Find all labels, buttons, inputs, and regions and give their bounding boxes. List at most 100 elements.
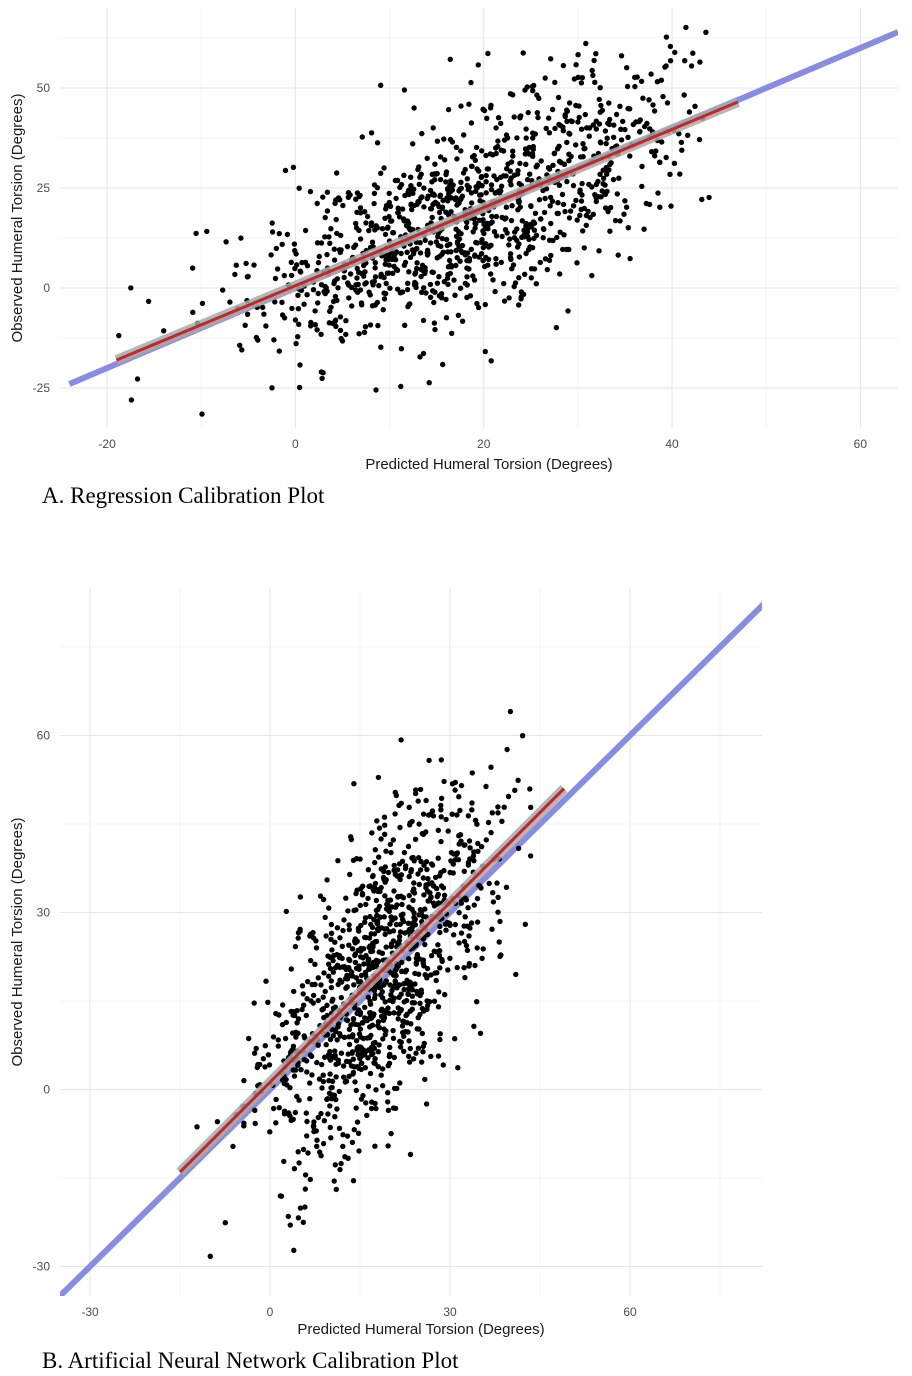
data-point bbox=[474, 919, 481, 925]
data-point bbox=[422, 941, 428, 948]
data-point bbox=[443, 169, 450, 175]
data-point bbox=[454, 156, 460, 162]
data-point bbox=[531, 227, 538, 233]
data-point bbox=[561, 232, 567, 238]
data-point bbox=[464, 294, 470, 301]
data-point bbox=[420, 1043, 427, 1050]
data-point bbox=[334, 276, 340, 282]
data-point bbox=[414, 265, 420, 272]
data-point bbox=[353, 282, 359, 288]
data-point bbox=[495, 810, 501, 816]
data-point bbox=[326, 961, 332, 967]
data-point bbox=[422, 270, 428, 277]
data-point bbox=[474, 945, 480, 951]
data-point bbox=[416, 181, 422, 187]
data-point bbox=[441, 136, 447, 142]
data-point bbox=[356, 1065, 362, 1071]
data-point bbox=[328, 921, 335, 928]
data-point bbox=[386, 1010, 392, 1017]
data-point bbox=[526, 236, 532, 243]
data-point bbox=[425, 931, 431, 938]
data-point bbox=[567, 131, 573, 137]
data-point bbox=[467, 925, 473, 931]
data-point bbox=[534, 92, 540, 98]
data-point bbox=[381, 296, 388, 302]
data-point bbox=[439, 235, 445, 242]
data-point bbox=[527, 853, 534, 859]
data-point bbox=[411, 890, 418, 896]
data-point bbox=[524, 176, 531, 183]
data-point bbox=[471, 277, 478, 283]
data-point bbox=[445, 967, 451, 973]
data-point bbox=[514, 237, 520, 244]
data-point bbox=[372, 1060, 378, 1067]
data-point bbox=[449, 781, 456, 787]
data-point bbox=[469, 807, 475, 813]
data-point bbox=[244, 311, 251, 317]
data-point bbox=[222, 1220, 228, 1226]
data-point bbox=[369, 830, 375, 836]
data-point bbox=[297, 1205, 304, 1211]
data-point bbox=[341, 964, 348, 970]
data-point bbox=[281, 315, 288, 321]
data-point bbox=[253, 334, 260, 341]
data-point bbox=[333, 1074, 339, 1080]
data-point bbox=[406, 892, 412, 899]
data-point bbox=[422, 1076, 428, 1083]
data-point bbox=[435, 855, 441, 861]
data-point bbox=[493, 189, 500, 196]
data-point bbox=[471, 152, 477, 159]
data-point bbox=[458, 930, 465, 936]
data-point bbox=[551, 150, 557, 157]
data-point bbox=[207, 1253, 213, 1259]
data-point bbox=[557, 229, 563, 235]
data-point bbox=[606, 100, 612, 106]
data-point bbox=[607, 228, 613, 234]
data-point bbox=[508, 256, 514, 262]
data-point bbox=[528, 804, 534, 810]
data-point bbox=[483, 172, 489, 179]
data-point bbox=[369, 303, 376, 309]
data-point bbox=[566, 100, 573, 106]
data-point bbox=[394, 985, 400, 991]
data-point bbox=[410, 897, 416, 904]
data-point bbox=[268, 252, 274, 258]
data-point bbox=[483, 190, 489, 196]
data-point bbox=[435, 891, 441, 898]
data-point bbox=[399, 968, 405, 974]
data-point bbox=[489, 219, 495, 225]
data-point bbox=[402, 322, 408, 328]
data-point bbox=[562, 113, 568, 120]
data-point bbox=[382, 831, 388, 837]
x-tick-label: 0 bbox=[267, 1305, 274, 1319]
data-point bbox=[501, 280, 507, 287]
data-point bbox=[548, 252, 554, 259]
data-point bbox=[406, 873, 412, 880]
data-point bbox=[366, 883, 372, 890]
data-point bbox=[477, 198, 483, 204]
data-point bbox=[346, 956, 352, 962]
data-point bbox=[353, 220, 359, 227]
data-point bbox=[604, 135, 610, 141]
data-point bbox=[304, 1133, 310, 1139]
data-point bbox=[683, 24, 689, 31]
data-point bbox=[304, 292, 310, 298]
data-point bbox=[310, 1122, 317, 1129]
data-point bbox=[474, 895, 481, 902]
data-point bbox=[663, 34, 670, 40]
data-point bbox=[508, 217, 515, 224]
data-point bbox=[365, 956, 372, 962]
data-point bbox=[440, 1062, 446, 1068]
data-point bbox=[405, 986, 412, 992]
data-point bbox=[611, 122, 617, 128]
data-point bbox=[562, 208, 568, 215]
data-point bbox=[379, 226, 386, 232]
data-point bbox=[479, 148, 485, 154]
data-point bbox=[461, 938, 468, 945]
data-point bbox=[316, 1076, 323, 1082]
data-point bbox=[438, 757, 444, 763]
data-point bbox=[406, 1059, 413, 1065]
data-point bbox=[314, 1059, 320, 1066]
data-point bbox=[309, 1072, 315, 1078]
data-point bbox=[552, 125, 558, 132]
